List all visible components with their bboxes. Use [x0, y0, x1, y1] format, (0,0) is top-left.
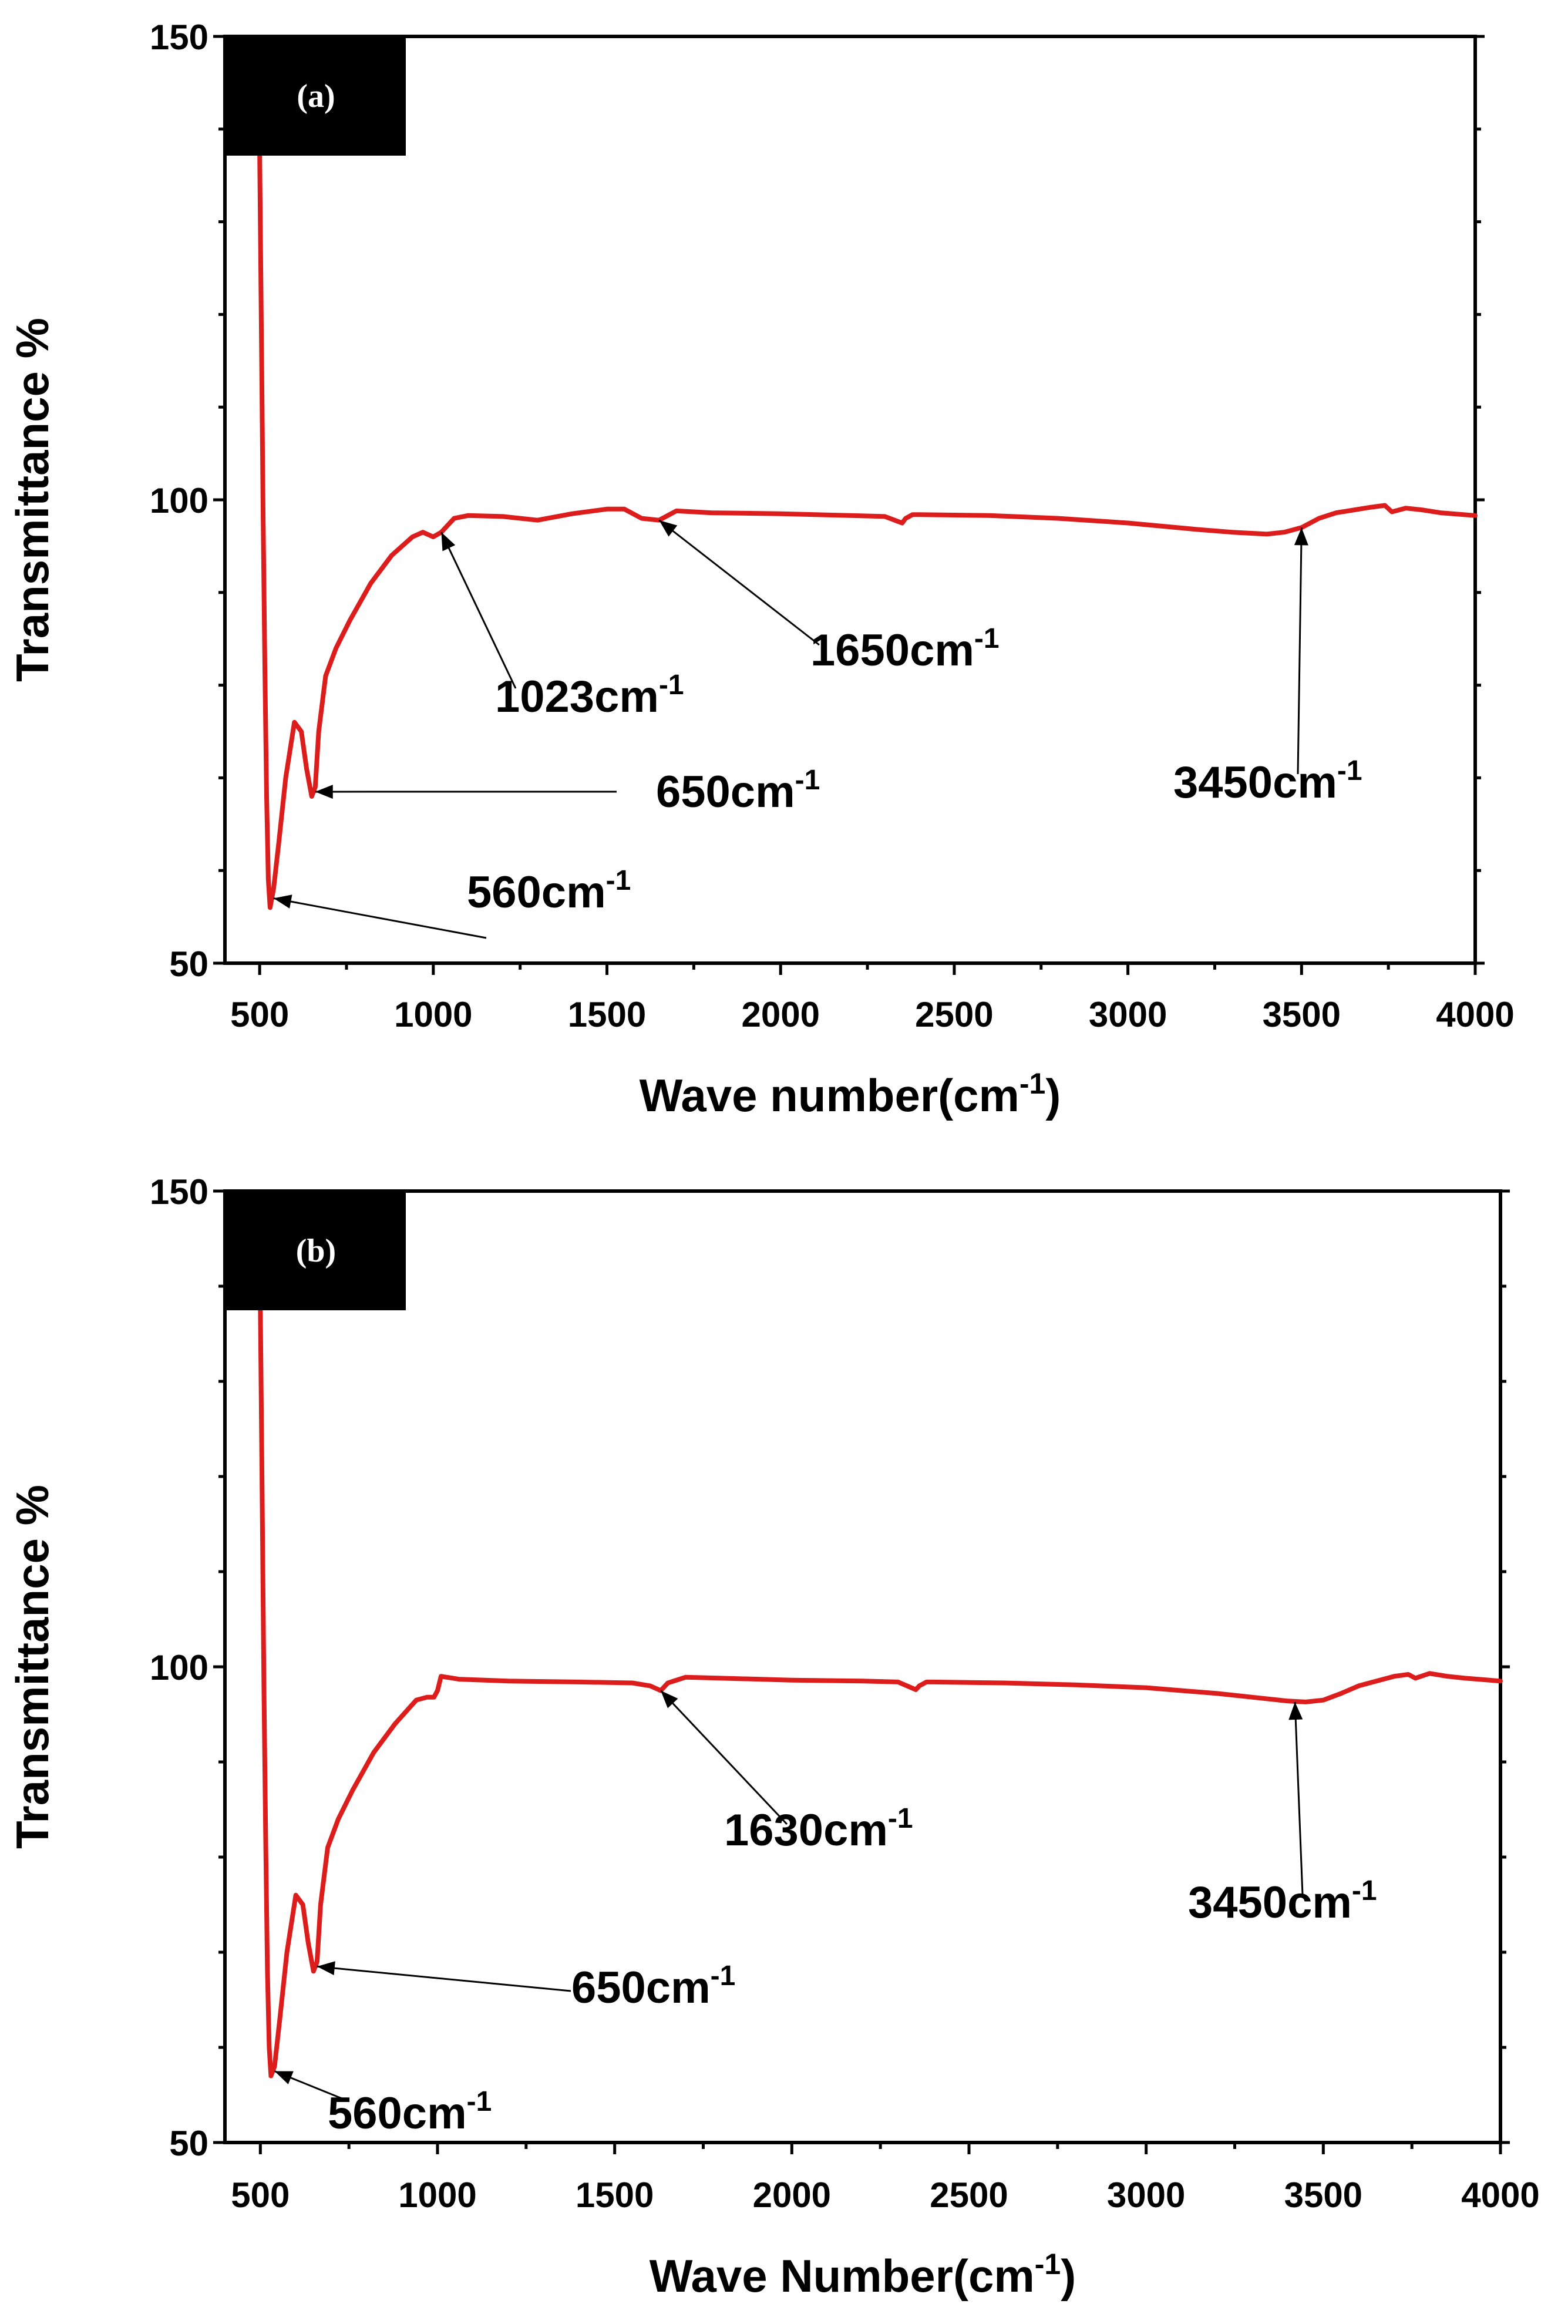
- annotation-arrow: [660, 1690, 788, 1825]
- annotation-unit-sup: -1: [888, 1803, 913, 1834]
- annotation-unit-sup: -1: [467, 2086, 492, 2117]
- panel-a: 500 1000 1500 2000 2500 3000 3500 4000 50 100 150 T…: [6, 18, 1515, 1121]
- y-tick-label: 50: [169, 2124, 208, 2163]
- annotation-label: 560cm-1: [467, 865, 631, 917]
- x-tick-label: 4000: [1436, 995, 1514, 1034]
- annotation-unit-sup: -1: [1352, 1875, 1377, 1906]
- annotation-unit-sup: -1: [606, 865, 631, 896]
- annotation-label: 1630cm-1: [724, 1803, 913, 1855]
- x-tick-label: 1000: [398, 2175, 476, 2215]
- annotation-arrow-head: [659, 520, 678, 537]
- x-axis-title-tail: ): [1061, 2250, 1076, 2302]
- x-tick-label: 500: [230, 995, 289, 1034]
- annotation-label: 650cm-1: [571, 1960, 735, 2013]
- x-axis-title: Wave number(cm-1): [640, 1067, 1061, 1121]
- annotation-arrow-head: [273, 894, 292, 909]
- series-line: [255, 71, 1478, 910]
- annotation-arrow-head: [274, 2071, 294, 2084]
- x-tick-label: 2000: [753, 2175, 831, 2215]
- x-tick-label: 2000: [741, 995, 819, 1034]
- annotation-arrow-head: [1294, 527, 1308, 546]
- annotation-arrow: [440, 532, 517, 689]
- y-tick-label: 150: [150, 18, 208, 57]
- panel-tag-box: [227, 38, 406, 156]
- annotation-value: 3450cm: [1188, 1878, 1352, 1928]
- x-tick-label: 4000: [1461, 2175, 1539, 2215]
- y-tick-label: 100: [150, 1648, 208, 1687]
- y-tick-label: 50: [169, 944, 208, 984]
- annotation-label: 1650cm-1: [810, 623, 1000, 675]
- x-axis-title: Wave Number(cm-1): [650, 2248, 1076, 2302]
- annotation-unit-sup: -1: [1337, 755, 1362, 786]
- annotation-value: 560cm: [328, 2088, 467, 2138]
- annotation-value: 1023cm: [495, 672, 659, 722]
- annotation-arrow-head: [317, 1961, 335, 1976]
- x-axis-title-sup: -1: [1035, 2248, 1061, 2281]
- annotation-unit-sup: -1: [974, 623, 1000, 654]
- annotation-unit-sup: -1: [659, 670, 684, 701]
- plot-frame: [223, 35, 1477, 965]
- x-tick-label: 1500: [568, 995, 646, 1034]
- annotation-unit-sup: -1: [795, 765, 820, 796]
- x-axis-title-main: Wave number(cm: [640, 1069, 1019, 1121]
- series-line: [256, 1226, 1503, 2079]
- annotation-arrow: [1294, 1701, 1304, 1895]
- annotation-value: 1630cm: [724, 1805, 888, 1855]
- annotation-arrow: [317, 1965, 571, 1992]
- annotation-arrow-head: [1288, 1701, 1303, 1720]
- annotation-value: 1650cm: [810, 625, 974, 675]
- x-tick-label: 2500: [930, 2175, 1008, 2215]
- y-tick-label: 100: [150, 481, 208, 520]
- x-tick-label: 3500: [1263, 995, 1341, 1034]
- annotation-arrow-head: [315, 785, 333, 799]
- y-axis-title: Transmittance %: [6, 1485, 58, 1849]
- annotation-value: 3450cm: [1173, 758, 1337, 808]
- plot-frame: [223, 1189, 1502, 2144]
- annotation-value: 650cm: [656, 767, 795, 817]
- y-axis-title: Transmittance %: [6, 318, 58, 682]
- y-tick-label: 150: [150, 1172, 208, 1212]
- panel-tag-label: (a): [297, 78, 335, 115]
- annotation-label: 1023cm-1: [495, 670, 684, 722]
- annotation-value: 560cm: [467, 867, 606, 917]
- panel-tag-box: [227, 1193, 406, 1310]
- annotation-arrow: [273, 897, 487, 939]
- panel-tag-label: (b): [296, 1233, 336, 1269]
- x-tick-label: 1500: [576, 2175, 654, 2215]
- panel-b: 500 1000 1500 2000 2500 3000 3500 4000 50 100 150 T…: [6, 1172, 1540, 2302]
- x-axis-title-sup: -1: [1019, 1067, 1045, 1100]
- annotation-arrow-head: [441, 532, 456, 551]
- annotation-arrow-head: [661, 1690, 678, 1708]
- x-tick-label: 3000: [1107, 2175, 1185, 2215]
- x-tick-label: 2500: [915, 995, 993, 1034]
- annotation-label: 650cm-1: [656, 765, 820, 817]
- x-axis-title-tail: ): [1045, 1069, 1061, 1121]
- annotation-unit-sup: -1: [711, 1960, 736, 1992]
- x-tick-label: 500: [231, 2175, 290, 2215]
- annotation-label: 3450cm-1: [1188, 1875, 1377, 1928]
- x-axis-title-main: Wave Number(cm: [650, 2250, 1035, 2302]
- x-tick-label: 3000: [1089, 995, 1167, 1034]
- annotation-arrow: [658, 519, 820, 646]
- x-tick-label: 3500: [1284, 2175, 1362, 2215]
- annotation-value: 650cm: [571, 1963, 711, 2013]
- annotation-arrow: [1297, 527, 1303, 775]
- x-tick-label: 1000: [394, 995, 472, 1034]
- annotation-label: 3450cm-1: [1173, 755, 1362, 808]
- annotation-label: 560cm-1: [328, 2086, 492, 2138]
